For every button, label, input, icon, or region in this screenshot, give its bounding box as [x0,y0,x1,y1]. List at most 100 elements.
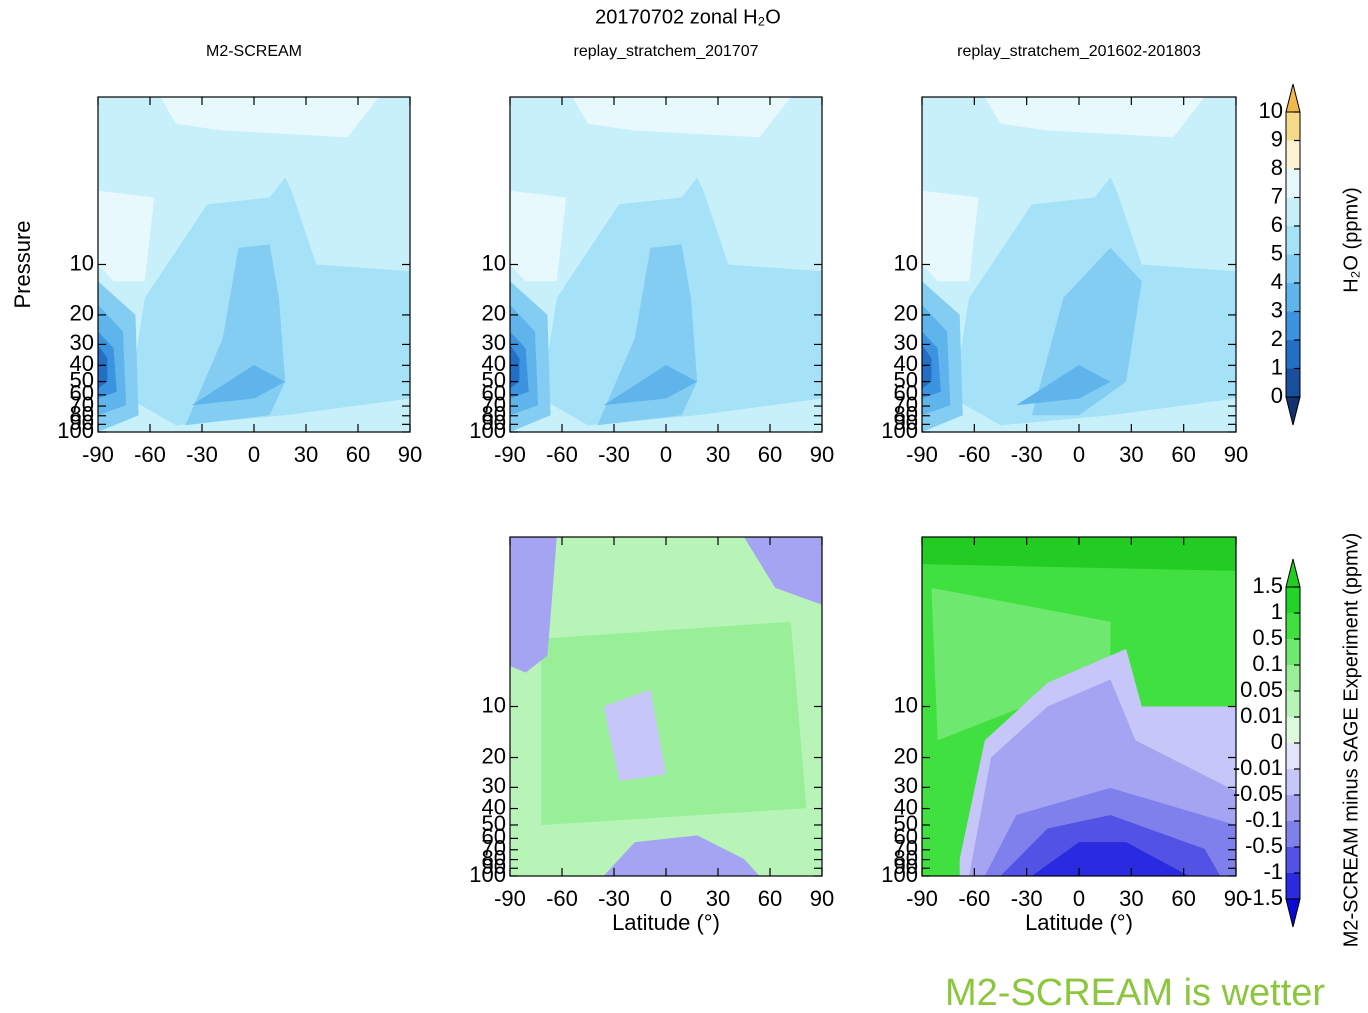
colorbar-segment [1286,665,1300,691]
contour-fill [922,537,1236,571]
x-tick-label: 30 [1119,442,1143,467]
y-tick-label: 60 [894,824,918,849]
x-tick-label: 30 [294,442,318,467]
colorbar-tick-label: 0.1 [1252,651,1283,676]
colorbar-segment [1286,112,1300,141]
x-tick-label: -60 [546,442,578,467]
colorbar-tick-label: -1.5 [1245,885,1283,910]
y-tick-label: 40 [894,794,918,819]
y-tick-label: 40 [894,351,918,376]
colorbar-tick-label: 3 [1271,297,1283,322]
y-tick-label: 100 [469,418,506,443]
panel: -90 -60 -30 0 30 60 90102030405060708090100rep… [469,43,834,467]
colorbar-extend [1285,558,1301,588]
colorbar-tick-label: 0.01 [1240,703,1283,728]
x-tick-label: 0 [1073,886,1085,911]
y-tick-label: 60 [894,381,918,406]
x-tick-label: 90 [1224,886,1248,911]
y-tick-label: 40 [482,351,506,376]
y-tick-label: 10 [70,250,94,275]
colorbar-label: M2-SCREAM minus SAGE Experiment (ppmv) [1340,533,1362,948]
x-tick-label: 60 [1171,886,1195,911]
y-tick-label: 10 [482,250,506,275]
x-tick-label: 0 [660,442,672,467]
panel: -90 -60 -30 0 30 60 90102030405060708090100Lat… [881,536,1248,935]
x-tick-label: 90 [810,886,834,911]
contour-fill [1031,247,1142,416]
colorbar-segment [1286,368,1300,397]
x-tick-label: 0 [660,886,672,911]
x-tick-label: 0 [1073,442,1085,467]
colorbar-segment [1286,169,1300,198]
y-tick-label: 60 [482,824,506,849]
panel: -90 -60 -30 0 30 60 90102030405060708090100Lat… [469,536,834,935]
y-tick-label: 80 [482,845,506,870]
x-axis-label: Latitude (°) [1025,910,1133,935]
y-tick-label: 90 [894,410,918,435]
contour-fill [98,190,155,282]
x-tick-label: -90 [906,442,938,467]
panel: -90 -60 -30 0 30 60 90102030405060708090100rep… [881,43,1248,467]
y-tick-label: 20 [894,301,918,326]
x-tick-label: -90 [494,886,526,911]
colorbar-tick-label: -0.5 [1245,833,1283,858]
x-tick-label: -30 [598,886,630,911]
x-tick-label: -30 [1011,886,1043,911]
colorbar-tick-label: 0 [1271,729,1283,754]
colorbar-tick-label: -0.05 [1233,781,1283,806]
y-tick-label: 60 [70,381,94,406]
y-tick-label: 30 [894,773,918,798]
y-tick-label: 100 [469,862,506,887]
y-tick-label: 20 [482,743,506,768]
colorbar-tick-label: 0 [1271,383,1283,408]
y-tick-label: 50 [894,811,918,836]
contour-fill [541,621,807,826]
colorbar-tick-label: 2 [1271,326,1283,351]
y-tick-label: 100 [881,418,918,443]
contour-fill [510,190,567,282]
colorbar-segment [1286,847,1300,873]
panel: -90 -60 -30 0 30 60 90102030405060708090100M2-… [10,43,422,467]
colorbar-tick-label: 1 [1271,354,1283,379]
x-tick-label: -30 [1011,442,1043,467]
colorbar-tick-label: 0.05 [1240,677,1283,702]
x-tick-label: 0 [248,442,260,467]
contour-fill [98,344,108,389]
x-tick-label: -30 [598,442,630,467]
y-tick-label: 30 [894,330,918,355]
colorbar-tick-label: 9 [1271,126,1283,151]
y-tick-label: 90 [482,854,506,879]
colorbar-tick-label: -1 [1263,859,1283,884]
y-tick-label: 20 [894,743,918,768]
colorbar-segment [1286,311,1300,340]
colorbar-tick-label: 10 [1259,98,1283,123]
contour-fill [744,537,822,605]
y-tick-label: 40 [482,794,506,819]
contour-fill [160,97,379,138]
contour-fill [984,97,1205,138]
x-tick-label: -90 [494,442,526,467]
contour-fill [1031,842,1189,876]
x-tick-label: 90 [1224,442,1248,467]
y-tick-label: 10 [894,692,918,717]
x-axis-label: Latitude (°) [612,910,720,935]
colorbar-segment [1286,717,1300,743]
panel-title: M2-SCREAM [206,43,302,60]
x-tick-label: 60 [758,886,782,911]
y-tick-label: 50 [894,367,918,392]
colorbar-tick-label: -0.01 [1233,755,1283,780]
colorbar-segment [1286,795,1300,821]
y-tick-label: 70 [70,392,94,417]
colorbar-segment [1286,226,1300,255]
y-tick-label: 30 [482,773,506,798]
colorbar-segment [1286,254,1300,283]
y-tick-label: 30 [482,330,506,355]
y-tick-label: 40 [70,351,94,376]
y-tick-label: 50 [482,367,506,392]
x-tick-label: -60 [134,442,166,467]
figure-title: 20170702 zonal H₂O [595,6,781,28]
y-tick-label: 70 [482,392,506,417]
colorbar-extend [1285,83,1301,113]
